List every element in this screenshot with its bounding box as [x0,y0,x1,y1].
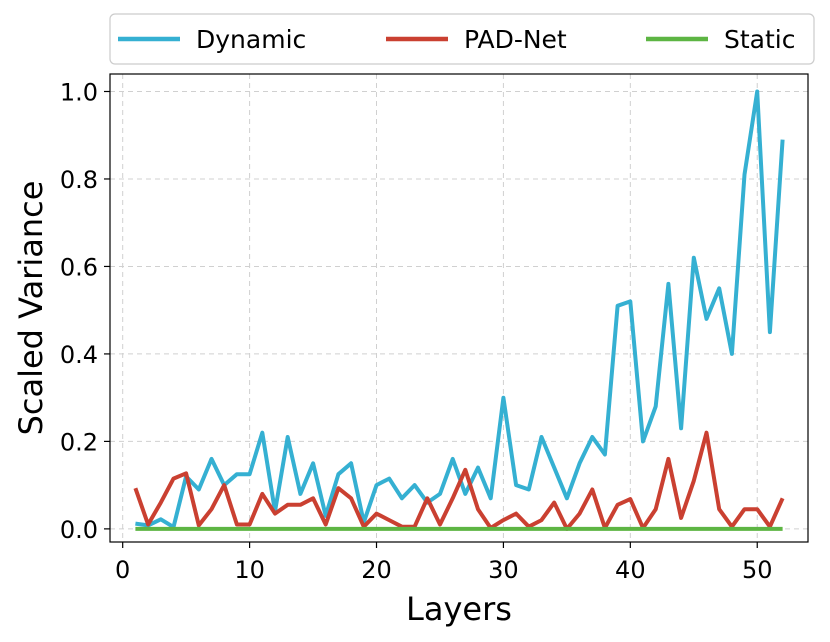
y-tick-label: 0.6 [60,253,98,281]
y-axis-label: Scaled Variance [12,181,50,436]
series-lines [133,89,785,531]
x-tick-label: 0 [115,556,130,584]
legend-label-static: Static [724,25,795,54]
x-tick-label: 10 [234,556,265,584]
x-axis-label: Layers [406,590,512,628]
legend-label-dynamic: Dynamic [196,25,306,54]
y-tick-label: 0.2 [60,428,98,456]
legend-box [109,13,815,65]
axis-ticks: 0 10 20 30 40 50 0.0 0.2 0.4 0.6 0.8 1.0 [60,78,773,584]
x-tick-label: 30 [488,556,519,584]
grid [110,74,808,542]
y-tick-label: 0.8 [60,166,98,194]
series-line-pad-net [133,430,785,531]
x-tick-label: 20 [361,556,392,584]
y-tick-label: 0.0 [60,516,98,544]
x-tick-label: 50 [742,556,773,584]
plot-area-frame [109,73,809,543]
y-tick-label: 0.4 [60,341,98,369]
x-tick-label: 40 [615,556,646,584]
legend-label-pad-net: PAD-Net [464,25,567,54]
series-line-dynamic [135,89,785,530]
legend: Dynamic PAD-Net Static [109,13,815,65]
y-tick-label: 1.0 [60,78,98,106]
